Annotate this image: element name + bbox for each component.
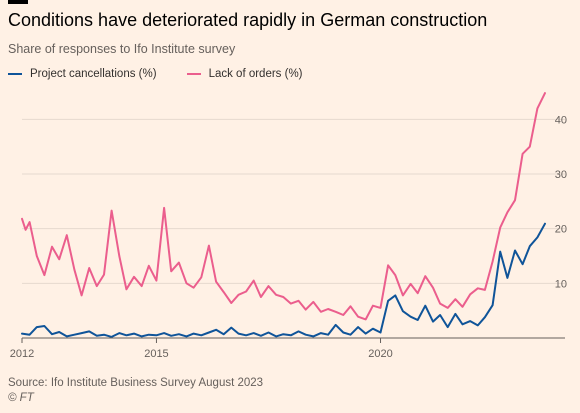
x-tick-label-2020: 2020 xyxy=(368,348,392,360)
title-accent-bar xyxy=(8,0,28,4)
source-note: Source: Ifo Institute Business Survey Au… xyxy=(8,377,264,389)
legend-label-orders: Lack of orders (%) xyxy=(208,68,303,80)
chart-subtitle: Share of responses to Ifo Institute surv… xyxy=(8,42,236,56)
legend-item-orders: Lack of orders (%) xyxy=(186,68,303,80)
legend-swatch-orders xyxy=(186,72,201,76)
x-tick-label-2015: 2015 xyxy=(144,348,168,360)
chart-legend: Project cancellations (%) Lack of orders… xyxy=(8,67,333,81)
legend-swatch-cancellations xyxy=(8,72,22,76)
series-line-project-cancellations xyxy=(21,222,546,338)
grid-layer xyxy=(22,118,565,284)
ft-credit: © FT xyxy=(8,392,34,404)
y-tick-label-30: 30 xyxy=(555,169,567,181)
axis-layer: 10 20 30 40 2012 2015 2020 xyxy=(10,114,567,360)
series-layer xyxy=(21,92,546,338)
chart-title: Conditions have deteriorated rapidly in … xyxy=(8,10,488,30)
series-line-lack-of-orders xyxy=(21,92,546,321)
legend-label-cancellations: Project cancellations (%) xyxy=(30,68,157,80)
y-tick-label-10: 10 xyxy=(555,278,567,290)
x-tick-label-2012: 2012 xyxy=(10,348,34,360)
y-tick-label-40: 40 xyxy=(555,114,567,126)
legend-item-cancellations: Project cancellations (%) xyxy=(8,68,157,80)
y-tick-label-20: 20 xyxy=(555,224,567,236)
